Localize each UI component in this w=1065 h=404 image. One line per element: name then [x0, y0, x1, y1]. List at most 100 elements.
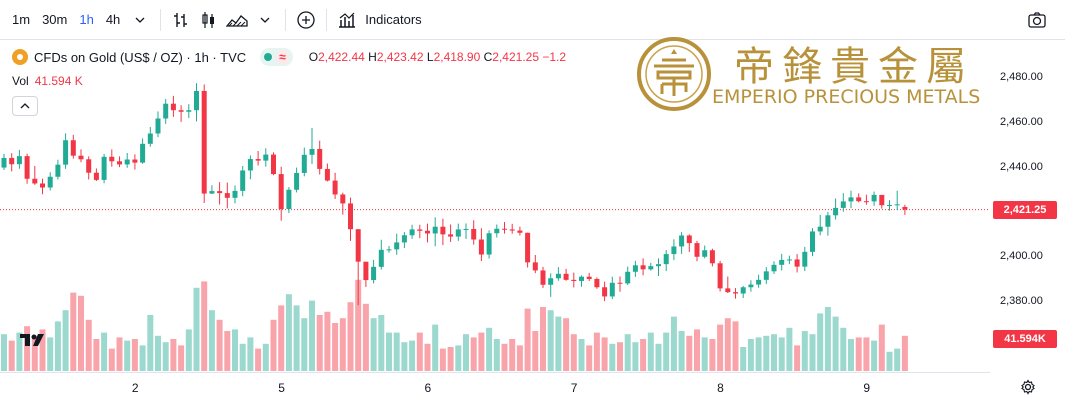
candle-body	[863, 201, 869, 203]
volume-bar	[478, 332, 485, 371]
indicators-button[interactable]: Indicators	[365, 12, 422, 27]
candle-body	[401, 235, 407, 243]
volume-bar	[24, 326, 31, 371]
candle-body	[124, 159, 130, 165]
plus-circle-icon[interactable]	[292, 6, 320, 34]
candle-body	[548, 278, 554, 285]
volume-bar	[578, 339, 585, 371]
candle-body	[271, 154, 276, 175]
candle-body	[740, 287, 746, 294]
volume-bar	[39, 329, 46, 371]
volume-bar	[439, 348, 446, 371]
candle-body	[448, 234, 454, 237]
volume-bar	[108, 348, 115, 371]
candle-body	[348, 203, 353, 230]
candle-body	[517, 230, 523, 233]
volume-bar	[547, 310, 554, 371]
gear-icon[interactable]	[1020, 379, 1036, 400]
collapse-legend-button[interactable]	[12, 96, 38, 116]
candle-body	[709, 250, 715, 264]
volume-bar	[593, 332, 600, 371]
volume-bar	[424, 343, 431, 371]
candle-body	[825, 215, 831, 227]
candle-body	[355, 229, 361, 262]
candle-body	[525, 232, 531, 263]
indicators-icon[interactable]	[333, 6, 361, 34]
time-tick: 6	[424, 381, 432, 395]
low-value: 2,418.90	[433, 50, 481, 64]
market-open-dot-icon	[264, 53, 273, 61]
candle-body	[163, 103, 169, 119]
chevron-down-icon[interactable]	[126, 6, 154, 34]
candle-body	[887, 204, 892, 206]
candle-body	[555, 273, 561, 279]
timeframe-1m[interactable]: 1m	[12, 12, 31, 27]
volume-bar	[894, 348, 901, 371]
price-tick: 2,460.00	[1000, 115, 1043, 128]
volume-bar	[678, 331, 685, 371]
volume-bar	[640, 339, 647, 371]
volume-bar	[563, 318, 570, 371]
candle-body	[147, 133, 153, 144]
volume-bar	[239, 343, 246, 371]
chevron-down-icon[interactable]	[251, 6, 279, 34]
volume-bar	[732, 321, 739, 371]
tradingview-logo-icon[interactable]	[18, 328, 50, 352]
time-axis[interactable]: 2 5 6 7 8 9	[0, 372, 990, 404]
volume-bar	[224, 331, 231, 371]
volume-bar	[871, 340, 878, 371]
gold-symbol-icon	[12, 49, 28, 65]
candle-body	[756, 279, 762, 285]
volume-bar	[370, 318, 377, 371]
volume-bar	[247, 337, 254, 371]
volume-bar	[763, 335, 770, 371]
time-tick: 8	[717, 381, 724, 395]
chevron-up-icon	[20, 103, 30, 109]
candle-body	[848, 197, 854, 202]
candle-body	[579, 276, 584, 281]
candle-body	[833, 207, 839, 216]
volume-bar	[778, 337, 785, 371]
volume-bar	[863, 337, 870, 371]
volume-bar	[93, 339, 100, 371]
volume-bar	[555, 316, 562, 371]
camera-icon[interactable]	[1023, 6, 1051, 34]
candle-body	[378, 249, 384, 267]
candle-body	[55, 164, 61, 177]
candle-body	[286, 189, 292, 210]
timeframe-1h[interactable]: 1h	[79, 12, 94, 27]
candle-body	[494, 228, 500, 234]
volume-bar	[416, 332, 423, 371]
candle-body	[656, 264, 661, 267]
volume-bar	[886, 351, 893, 371]
watermark-english: EMPERIO PRECIOUS METALS	[712, 86, 981, 108]
time-tick: 9	[863, 381, 871, 395]
volume-label: Vol	[12, 74, 29, 88]
area-icon[interactable]	[223, 6, 251, 34]
volume-bar	[255, 348, 262, 371]
volume-bar	[786, 327, 793, 371]
candle-body	[786, 259, 792, 261]
volume-bar	[116, 337, 123, 371]
volume-bar	[794, 345, 801, 371]
volume-legend: Vol 41.594 K	[12, 74, 83, 88]
candle-body	[455, 229, 461, 237]
candle-body	[733, 292, 738, 294]
timeframe-30m[interactable]: 30m	[42, 12, 68, 27]
volume-bar	[147, 315, 154, 371]
current-price-label: 2,421.25	[993, 200, 1057, 219]
candle-body	[1, 157, 7, 168]
price-chart[interactable]	[0, 40, 1065, 372]
candles-icon[interactable]	[195, 6, 223, 34]
candle-body	[24, 156, 30, 179]
volume-bar	[532, 331, 539, 371]
volume-bar	[486, 327, 493, 371]
candle-body	[463, 228, 469, 230]
candle-body	[871, 194, 877, 202]
candle-body	[294, 172, 300, 190]
candle-body	[40, 183, 45, 188]
timeframe-4h[interactable]: 4h	[105, 12, 121, 27]
symbol-title[interactable]: CFDs on Gold (US$ / OZ) · 1h · TVC	[34, 49, 247, 65]
bars-icon[interactable]	[167, 6, 195, 34]
market-status-pill[interactable]: ≈	[260, 48, 293, 66]
